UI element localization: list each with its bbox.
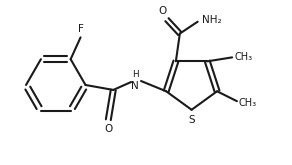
- Text: N: N: [131, 81, 139, 91]
- Text: F: F: [78, 24, 84, 34]
- Text: CH₃: CH₃: [239, 98, 257, 108]
- Text: O: O: [159, 6, 167, 16]
- Text: CH₃: CH₃: [234, 52, 252, 62]
- Text: H: H: [132, 69, 138, 79]
- Text: NH₂: NH₂: [202, 15, 221, 25]
- Text: S: S: [188, 115, 195, 125]
- Text: O: O: [104, 124, 112, 134]
